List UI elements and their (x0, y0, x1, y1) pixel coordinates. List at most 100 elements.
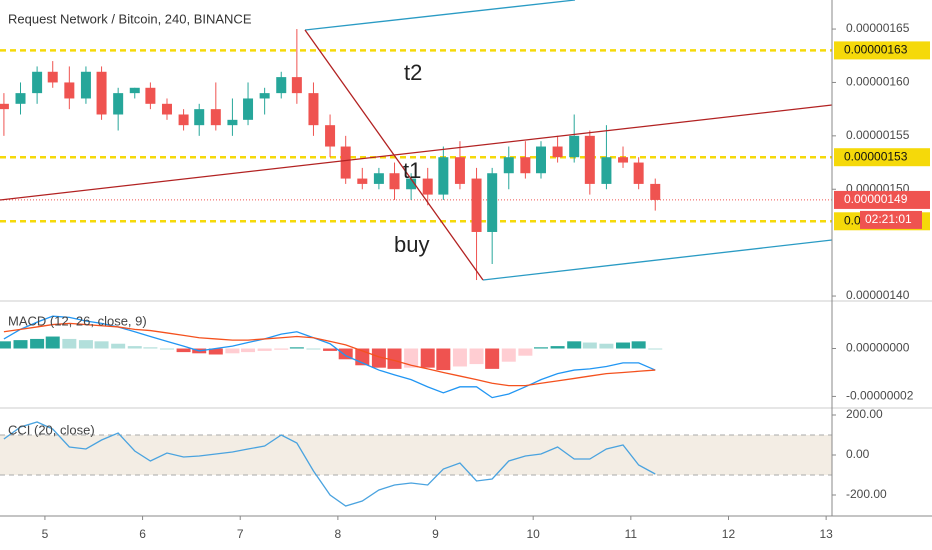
candle-body (438, 157, 449, 195)
histogram-bar (616, 342, 631, 349)
histogram-bar (143, 347, 158, 349)
histogram-bar (371, 348, 386, 368)
histogram-bar (257, 348, 272, 351)
last-price-label: 0.00000149 (844, 192, 908, 206)
candle-body (145, 87, 156, 104)
candle-body (243, 98, 254, 120)
histogram-bar (30, 338, 45, 349)
histogram-bar (550, 346, 565, 349)
histogram-bar (208, 348, 223, 355)
candle-body (276, 77, 287, 94)
candle-body (96, 71, 107, 115)
histogram-bar (452, 348, 467, 367)
histogram-bar (648, 348, 663, 350)
histogram-bar (518, 348, 533, 356)
histogram-bar (387, 348, 402, 369)
histogram-bar (274, 348, 289, 350)
histogram-bar (582, 342, 597, 349)
level-label: 0.00000163 (844, 43, 908, 57)
candle-body (194, 109, 205, 126)
candle-body (357, 178, 368, 184)
cci-band (0, 435, 832, 475)
candle-body (569, 135, 580, 158)
histogram-bar (78, 340, 93, 349)
candle-body (325, 125, 336, 147)
candle-body (503, 157, 514, 174)
candle-body (535, 146, 546, 174)
histogram-bar (420, 348, 435, 368)
histogram-bar (631, 341, 646, 349)
candle-body (80, 71, 91, 99)
y-tick-label: -200.00 (846, 487, 887, 501)
candle-body (227, 119, 238, 126)
candle-body (552, 146, 563, 158)
title-bg (4, 10, 286, 30)
candle-body (422, 178, 433, 195)
countdown: 02:21:01 (865, 212, 912, 226)
histogram-bar (404, 348, 419, 368)
candle-body (406, 178, 417, 190)
histogram-bar (599, 343, 614, 349)
candle-body (389, 173, 400, 190)
histogram-bar (323, 348, 338, 351)
y-tick-label: 0.00 (846, 447, 870, 461)
candle-body (161, 103, 172, 115)
channel-line (304, 0, 576, 31)
trend-line (0, 104, 833, 201)
candle-body (259, 93, 270, 99)
candle-body (373, 173, 384, 184)
histogram-bar (436, 348, 451, 371)
annotation: buy (394, 232, 429, 257)
chart-title: Request Network / Bitcoin, 240, BINANCE (8, 11, 252, 26)
x-tick-label: 5 (42, 527, 49, 541)
x-tick-label: 11 (625, 527, 638, 541)
level-label: 0.00000153 (844, 149, 908, 163)
histogram-bar (13, 340, 28, 349)
candle-body (15, 93, 26, 104)
x-tick-label: 8 (335, 527, 342, 541)
histogram-bar (94, 341, 109, 349)
histogram-bar (176, 348, 191, 353)
histogram-bar (485, 348, 500, 369)
indicator-line (3, 421, 656, 507)
histogram-bar (533, 347, 548, 349)
histogram-bar (338, 348, 353, 360)
candle-body (32, 71, 43, 94)
x-tick-label: 9 (432, 527, 439, 541)
y-tick-label: 0.00000155 (846, 128, 910, 142)
histogram-bar (159, 348, 174, 350)
candle-body (633, 162, 644, 184)
candle-body (178, 114, 189, 126)
candle-body (113, 93, 124, 115)
annotation: t2 (404, 60, 422, 85)
histogram-bar (567, 341, 582, 349)
indicator-title: CCI (20, close) (8, 422, 95, 437)
y-tick-label: 0.00000000 (846, 341, 910, 355)
y-tick-label: 0.00000165 (846, 21, 910, 35)
histogram-bar (469, 348, 484, 365)
candle-body (487, 173, 498, 232)
histogram-bar (127, 346, 142, 349)
candle-body (618, 157, 629, 163)
histogram-bar (306, 348, 321, 350)
candle-body (650, 183, 661, 200)
candle-body (210, 109, 221, 126)
annotation: t1 (403, 158, 421, 183)
indicator-line (3, 322, 656, 387)
indicator-line (3, 315, 656, 399)
candle-body (308, 93, 319, 126)
candle-body (601, 157, 612, 184)
candle-body (340, 146, 351, 179)
y-tick-label: 200.00 (846, 407, 883, 421)
y-tick-label: 0.00000160 (846, 75, 910, 89)
x-tick-label: 13 (819, 527, 833, 541)
x-tick-label: 7 (237, 527, 244, 541)
x-tick-label: 10 (527, 527, 541, 541)
candle-body (520, 157, 531, 174)
histogram-bar (289, 347, 304, 349)
histogram-bar (501, 348, 516, 362)
candle-body (0, 103, 9, 110)
indicator-title: MACD (12, 26, close, 9) (8, 313, 147, 328)
candle-body (291, 77, 302, 94)
